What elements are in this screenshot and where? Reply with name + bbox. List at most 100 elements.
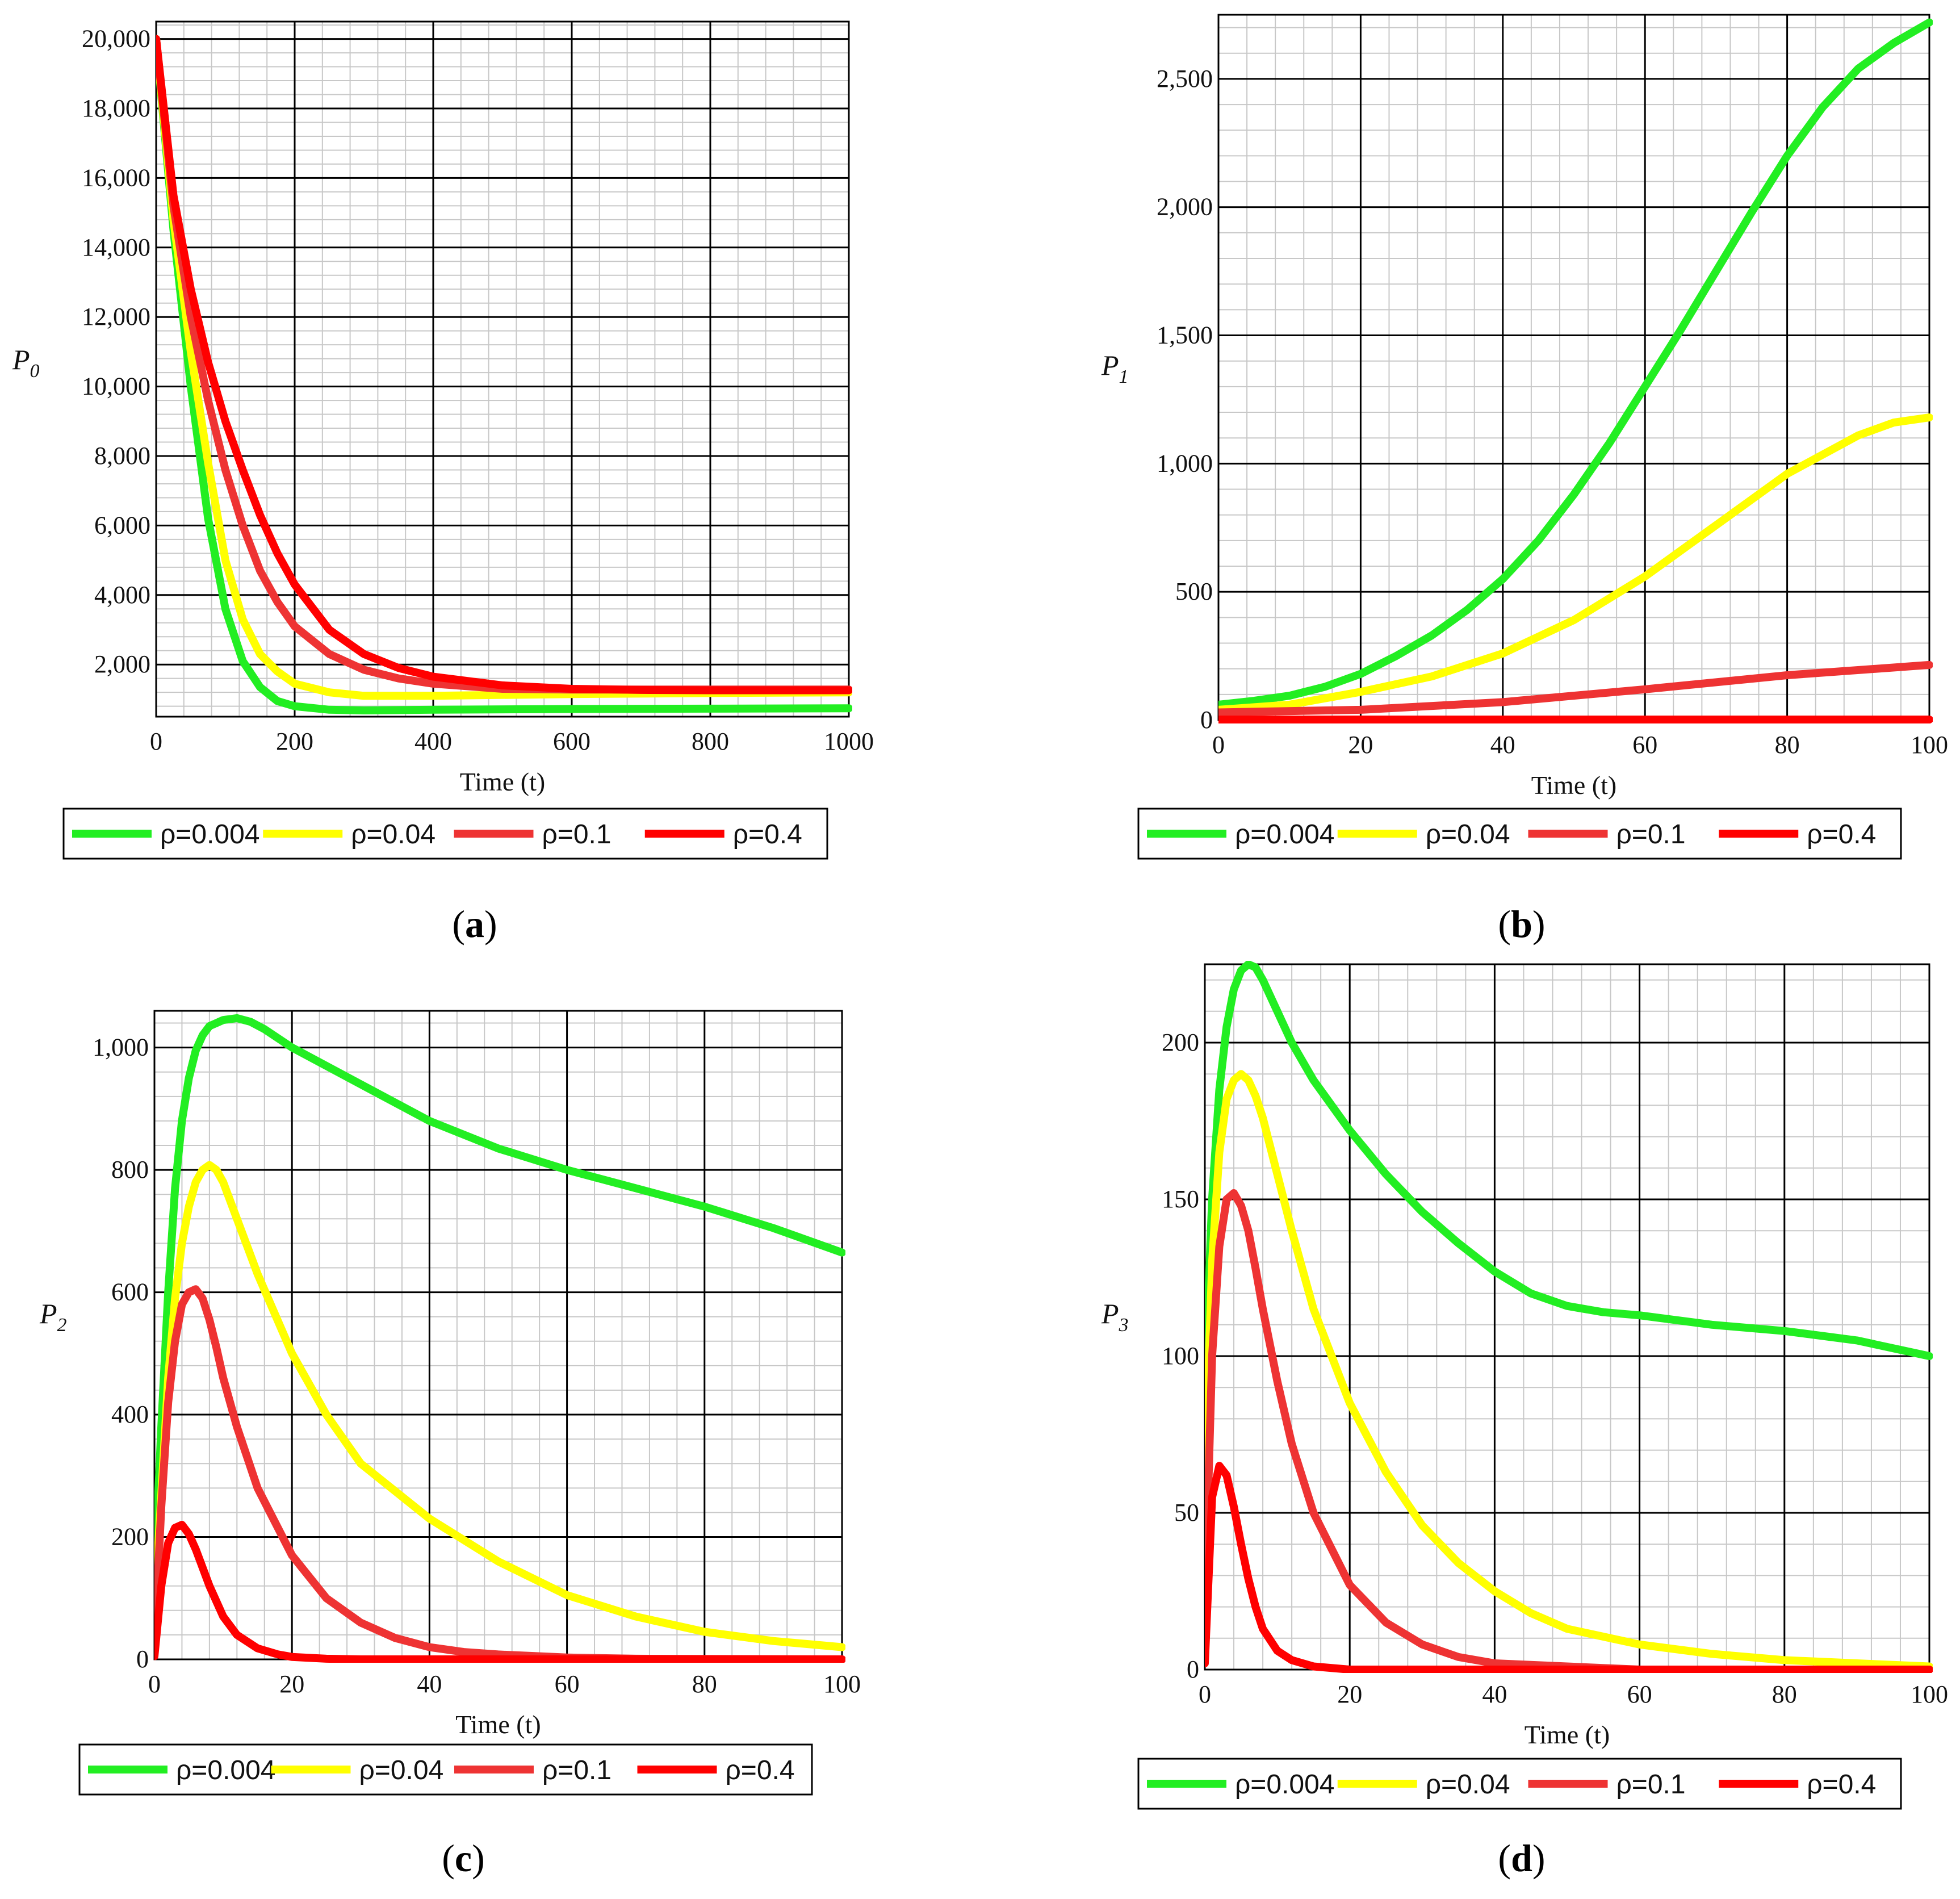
caption-letter: a	[465, 902, 484, 946]
x-tick-label: 600	[553, 727, 590, 755]
x-tick-label: 80	[692, 1670, 717, 1698]
x-tick-label: 400	[414, 727, 452, 755]
caption-close: )	[1532, 902, 1546, 946]
y-tick-label: 0	[136, 1645, 149, 1673]
caption-open: (	[1498, 1837, 1511, 1880]
legend-label: ρ=0.4	[1807, 819, 1876, 850]
y-tick-label: 150	[1162, 1185, 1199, 1213]
panel-caption: (d)	[1498, 1837, 1545, 1880]
caption-open: (	[442, 1837, 455, 1880]
y-tick-label: 200	[1162, 1028, 1199, 1056]
y-tick-label: 800	[111, 1156, 149, 1183]
series-line-2	[156, 39, 849, 696]
y-axis-label-subscript: 0	[30, 361, 40, 382]
x-tick-label: 40	[1482, 1680, 1507, 1708]
legend-label: ρ=0.004	[1235, 1770, 1334, 1800]
x-axis-label: Time (t)	[1531, 771, 1616, 800]
caption-open: (	[1498, 902, 1511, 946]
x-tick-label: 0	[148, 1670, 161, 1698]
y-tick-label: 14,000	[82, 233, 150, 261]
x-tick-label: 80	[1775, 731, 1800, 759]
y-tick-label: 1,000	[1157, 449, 1213, 477]
series-line-2	[1218, 417, 1929, 710]
y-tick-label: 2,000	[94, 650, 150, 678]
legend-label: ρ=0.1	[1616, 819, 1686, 850]
x-tick-label: 40	[417, 1670, 442, 1698]
y-tick-label: 600	[111, 1278, 149, 1306]
caption-open: (	[452, 902, 465, 946]
plot-frame	[156, 22, 849, 717]
y-tick-label: 1,000	[93, 1034, 149, 1061]
panel-caption: (b)	[1498, 902, 1545, 946]
legend-label: ρ=0.4	[726, 1755, 795, 1785]
x-tick-label: 100	[823, 1670, 861, 1698]
x-axis-label: Time (t)	[455, 1710, 541, 1739]
series-line-2	[154, 1165, 842, 1647]
plot-frame	[1218, 15, 1929, 720]
series-line-2	[1205, 1074, 1929, 1666]
x-tick-label: 40	[1490, 731, 1515, 759]
x-tick-label: 200	[276, 727, 313, 755]
series-line-3	[1205, 1193, 1929, 1670]
legend-label: ρ=0.004	[176, 1755, 275, 1785]
y-tick-label: 18,000	[82, 94, 150, 122]
x-tick-label: 800	[692, 727, 729, 755]
legend-label: ρ=0.4	[733, 819, 802, 850]
y-tick-label: 10,000	[82, 373, 150, 400]
y-tick-label: 500	[1175, 578, 1213, 605]
caption-close: )	[472, 1837, 485, 1880]
legend-label: ρ=0.04	[351, 819, 435, 850]
legend-label: ρ=0.1	[542, 1755, 612, 1785]
series-line-4	[1205, 1466, 1929, 1670]
figure: 0 200 400 600 800 10002,0004,0006,0008,00010,…	[0, 0, 1960, 1899]
panel-caption: (a)	[452, 902, 497, 946]
y-axis-label: P0	[12, 344, 40, 382]
x-axis-label: Time (t)	[460, 767, 545, 796]
x-tick-label: 100	[1911, 731, 1948, 759]
y-tick-label: 2,500	[1157, 65, 1213, 93]
caption-close: )	[1532, 1837, 1546, 1880]
caption-letter: c	[455, 1837, 472, 1880]
x-tick-label: 0	[1199, 1680, 1211, 1708]
x-tick-label: 60	[1627, 1680, 1652, 1708]
panel-caption: (c)	[442, 1837, 485, 1880]
x-tick-label: 1000	[824, 727, 874, 755]
x-tick-label: 80	[1772, 1680, 1797, 1708]
y-axis-label: P1	[1101, 349, 1129, 387]
y-axis-label: P3	[1101, 1298, 1129, 1336]
y-tick-label: 12,000	[82, 303, 150, 331]
y-tick-label: 100	[1162, 1342, 1199, 1370]
legend-label: ρ=0.004	[160, 819, 259, 850]
series-line-1	[1205, 964, 1929, 1387]
legend-label: ρ=0.04	[1426, 819, 1510, 850]
legend-label: ρ=0.004	[1235, 819, 1334, 850]
x-tick-label: 20	[1337, 1680, 1362, 1708]
y-axis-label-subscript: 1	[1119, 366, 1129, 387]
x-tick-label: 60	[1632, 731, 1657, 759]
y-tick-label: 6,000	[94, 511, 150, 539]
caption-close: )	[484, 902, 497, 946]
y-tick-label: 50	[1174, 1499, 1199, 1526]
y-tick-label: 4,000	[94, 581, 150, 609]
legend-label: ρ=0.1	[1616, 1770, 1686, 1800]
y-tick-label: 1,500	[1157, 321, 1213, 349]
x-tick-label: 60	[555, 1670, 580, 1698]
y-tick-label: 16,000	[82, 164, 150, 191]
legend-label: ρ=0.4	[1807, 1770, 1876, 1800]
legend-label: ρ=0.1	[542, 819, 612, 850]
y-axis-label-subscript: 3	[1119, 1315, 1129, 1336]
series-line-3	[154, 1289, 842, 1659]
x-tick-label: 0	[150, 727, 162, 755]
x-tick-label: 100	[1911, 1680, 1948, 1708]
series-line-1	[1218, 23, 1929, 705]
y-tick-label: 0	[1200, 706, 1213, 734]
chart-panel-c: 0 20 40 60 80 10002004006008001,000Time (t)P2…	[39, 1011, 861, 1880]
y-tick-label: 20,000	[82, 25, 150, 53]
x-axis-label: Time (t)	[1525, 1720, 1610, 1749]
chart-panel-b: 0 20 40 60 80 100 0 500 1,000 1,500 2,000 2,500 Time…	[1101, 15, 1948, 946]
y-tick-label: 0	[1187, 1655, 1199, 1683]
y-tick-label: 2,000	[1157, 193, 1213, 221]
caption-letter: d	[1511, 1837, 1532, 1880]
y-axis-label: P2	[39, 1298, 67, 1336]
y-axis-label-subscript: 2	[57, 1315, 67, 1336]
